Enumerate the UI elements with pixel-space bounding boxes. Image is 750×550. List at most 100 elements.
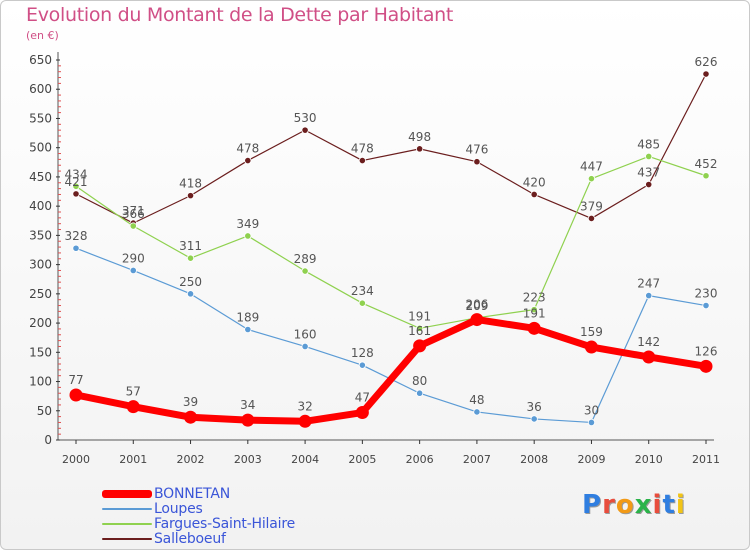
data-point xyxy=(587,175,596,183)
data-point xyxy=(301,126,309,134)
data-point xyxy=(699,359,713,373)
y-tick-label: 600 xyxy=(29,82,52,96)
data-label: 485 xyxy=(637,137,660,151)
data-label: 421 xyxy=(65,175,88,189)
data-point xyxy=(301,342,309,351)
data-point xyxy=(416,389,424,397)
data-point xyxy=(702,70,710,78)
data-label: 189 xyxy=(236,311,259,325)
data-point xyxy=(244,232,252,240)
data-label: 349 xyxy=(236,217,259,231)
data-label: 437 xyxy=(637,166,660,180)
y-tick-label: 400 xyxy=(29,199,52,213)
data-label: 34 xyxy=(240,398,255,412)
data-label: 39 xyxy=(183,395,198,409)
data-point xyxy=(358,156,366,165)
data-point xyxy=(473,408,481,416)
legend-label: BONNETAN xyxy=(154,485,231,502)
y-tick-label: 100 xyxy=(29,375,52,389)
data-point xyxy=(129,266,137,275)
legend-swatch xyxy=(102,537,152,540)
y-tick-label: 350 xyxy=(29,228,52,242)
data-label: 57 xyxy=(126,385,141,399)
x-tick-label: 2009 xyxy=(577,453,605,466)
data-label: 36 xyxy=(527,400,542,414)
data-point xyxy=(642,350,656,364)
data-point xyxy=(470,313,484,327)
data-label: 209 xyxy=(465,299,488,313)
logo-letter: i xyxy=(675,490,686,520)
data-label: 328 xyxy=(65,229,88,243)
series-line-salleboeuf xyxy=(75,73,707,224)
data-point xyxy=(129,222,137,230)
data-point xyxy=(358,299,366,307)
data-label: 290 xyxy=(122,251,145,265)
legend-swatch xyxy=(102,507,152,510)
data-point xyxy=(72,244,80,252)
x-tick-label: 2000 xyxy=(62,453,90,466)
y-tick-label: 150 xyxy=(29,345,52,359)
data-label: 128 xyxy=(351,346,374,360)
data-label: 234 xyxy=(351,284,374,298)
logo-letter: i xyxy=(652,490,663,520)
x-tick-label: 2006 xyxy=(406,453,434,466)
chart-title: Evolution du Montant de la Dette par Hab… xyxy=(26,4,454,26)
x-tick-label: 2008 xyxy=(520,453,548,466)
logo-letter: r xyxy=(602,490,616,520)
data-label: 250 xyxy=(179,275,202,289)
data-label: 476 xyxy=(465,143,488,157)
x-tick-label: 2011 xyxy=(692,453,720,466)
legend-label: Loupes xyxy=(154,500,203,517)
data-label: 47 xyxy=(355,391,370,405)
data-label: 191 xyxy=(408,309,431,323)
logo-letter: P xyxy=(582,490,603,520)
data-point xyxy=(244,156,252,165)
series-line-fargues-saint-hilaire xyxy=(75,155,707,329)
x-tick-label: 2005 xyxy=(348,453,376,466)
data-point xyxy=(298,414,312,428)
data-label: 289 xyxy=(294,252,317,266)
data-label: 478 xyxy=(236,142,259,156)
logo-letter: x xyxy=(634,490,653,520)
data-point xyxy=(301,267,309,275)
y-tick-label: 500 xyxy=(29,141,52,155)
data-label: 418 xyxy=(179,177,202,191)
x-tick-label: 2004 xyxy=(291,453,319,466)
data-label: 379 xyxy=(580,199,603,213)
data-label: 447 xyxy=(580,160,603,174)
data-point xyxy=(416,324,424,332)
data-point xyxy=(413,339,427,353)
data-label: 77 xyxy=(68,373,83,387)
data-point xyxy=(416,145,424,153)
y-tick-label: 300 xyxy=(29,258,52,272)
data-point xyxy=(355,406,369,420)
y-tick-label: 450 xyxy=(29,170,52,184)
data-point xyxy=(587,418,596,427)
data-point xyxy=(702,172,710,180)
series-line-loupes xyxy=(75,247,707,424)
data-point xyxy=(186,192,195,200)
data-label: 223 xyxy=(523,291,546,305)
data-label: 48 xyxy=(469,393,484,407)
data-label: 530 xyxy=(294,111,317,125)
data-label: 366 xyxy=(122,207,145,221)
data-point xyxy=(584,340,598,354)
proxiti-logo: Proxiti xyxy=(582,490,686,520)
series-line-bonnetan xyxy=(72,316,710,425)
data-point xyxy=(244,325,252,334)
data-point xyxy=(530,306,538,314)
data-point xyxy=(184,410,198,424)
x-tick-label: 2002 xyxy=(177,453,205,466)
data-point xyxy=(241,413,255,427)
y-tick-label: 550 xyxy=(29,111,52,125)
data-label: 498 xyxy=(408,130,431,144)
data-label: 434 xyxy=(65,167,88,181)
data-label: 478 xyxy=(351,142,374,156)
data-point xyxy=(358,361,366,369)
data-point xyxy=(69,388,83,402)
legend-swatch xyxy=(102,522,152,525)
data-label: 30 xyxy=(584,403,599,417)
data-label: 161 xyxy=(408,324,431,338)
data-label: 247 xyxy=(637,277,660,291)
data-point xyxy=(186,254,195,262)
